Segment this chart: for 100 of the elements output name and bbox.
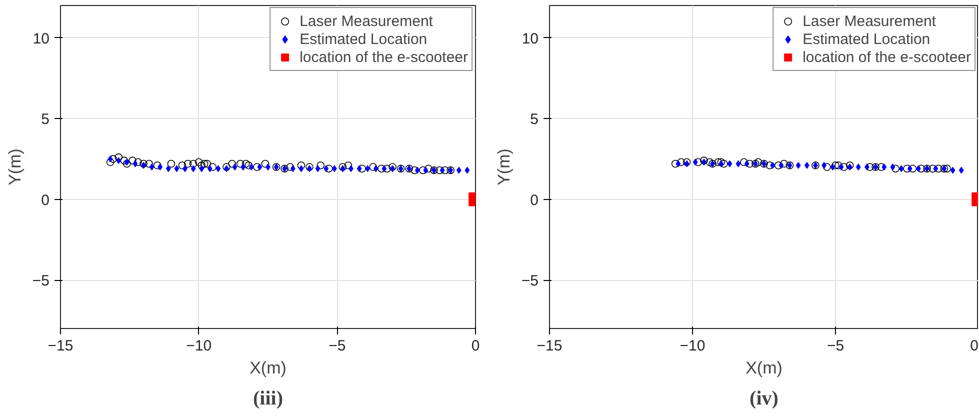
point [950, 166, 956, 174]
x-tick-label: 0 [970, 338, 978, 354]
legend-label: location of the e-scooteer [802, 48, 971, 66]
point [266, 164, 270, 170]
point [834, 161, 842, 170]
legend-label: Estimated Location [802, 30, 930, 48]
point [847, 164, 852, 170]
x-tick-label: −10 [186, 338, 212, 354]
point [423, 166, 428, 174]
point [890, 164, 896, 170]
x-tick-label: −5 [826, 338, 844, 354]
point [216, 165, 221, 172]
y-axis-title: Y(m) [5, 148, 24, 186]
point [189, 160, 198, 168]
point [174, 165, 180, 172]
y-tick-label: 5 [41, 111, 50, 128]
x-axis-title: X(m) [746, 358, 782, 378]
y-tick-label: 5 [530, 111, 538, 128]
point [846, 161, 854, 170]
point [108, 156, 113, 162]
point [261, 160, 270, 168]
point [424, 164, 432, 173]
point [744, 160, 750, 168]
point [128, 156, 136, 164]
x-tick-label: −5 [328, 338, 346, 354]
point [132, 160, 138, 168]
point [778, 162, 784, 169]
point [727, 160, 732, 168]
point [167, 160, 176, 168]
point [796, 162, 801, 169]
point [208, 163, 217, 171]
point [194, 158, 203, 166]
point [240, 164, 246, 170]
point [315, 165, 320, 172]
point [198, 161, 206, 170]
x-tick-label: −15 [536, 338, 562, 354]
point [184, 160, 192, 168]
y-tick-label: 10 [32, 30, 50, 48]
point [740, 158, 748, 166]
y-tick-label: 0 [530, 192, 538, 209]
x-axis-title: X(m) [250, 358, 286, 378]
point [257, 164, 262, 170]
point [134, 158, 142, 166]
point [106, 158, 114, 166]
point [149, 164, 154, 170]
point [830, 164, 836, 170]
point [714, 158, 722, 166]
point [464, 166, 470, 174]
point [120, 156, 128, 164]
point [249, 164, 254, 170]
point [190, 165, 196, 172]
point [958, 166, 964, 174]
y-tick-label: 10 [522, 30, 539, 48]
point [706, 158, 714, 166]
point [200, 160, 208, 168]
point [440, 166, 445, 174]
point [242, 160, 250, 168]
legend-label: Estimated Location [300, 30, 428, 48]
legend-label: Laser Measurement [802, 12, 936, 30]
point [736, 160, 741, 168]
point [236, 160, 244, 168]
y-tick-label: −5 [32, 272, 50, 290]
point [145, 160, 153, 168]
point [864, 164, 870, 170]
point [676, 160, 681, 168]
point [823, 163, 831, 171]
point [838, 164, 844, 170]
x-tick-label: −15 [48, 338, 74, 354]
point [344, 161, 352, 170]
point [907, 165, 912, 172]
point [356, 165, 362, 172]
point [898, 165, 904, 172]
point [692, 158, 698, 166]
point [114, 153, 122, 162]
point [677, 158, 685, 166]
point [832, 161, 840, 170]
legend-label: location of the e-scooteer [300, 48, 468, 66]
point [856, 164, 861, 170]
text: (iii) [253, 388, 284, 410]
y-axis-title: Y(m) [494, 148, 514, 186]
point [244, 161, 253, 170]
point [153, 161, 162, 170]
point [316, 161, 324, 170]
y-tick-label: −5 [521, 272, 539, 290]
point [369, 163, 378, 171]
point [298, 165, 304, 172]
point [780, 160, 788, 168]
x-tick-label: 0 [471, 338, 480, 354]
point [116, 157, 121, 164]
point [754, 158, 762, 166]
point [297, 161, 306, 170]
point [232, 164, 238, 170]
point [382, 165, 387, 172]
point [882, 164, 887, 170]
point [178, 161, 186, 170]
text: (iv) [750, 388, 778, 410]
point [228, 160, 236, 168]
x-tick-label: −10 [680, 338, 706, 354]
point [286, 163, 294, 171]
point [203, 160, 212, 168]
